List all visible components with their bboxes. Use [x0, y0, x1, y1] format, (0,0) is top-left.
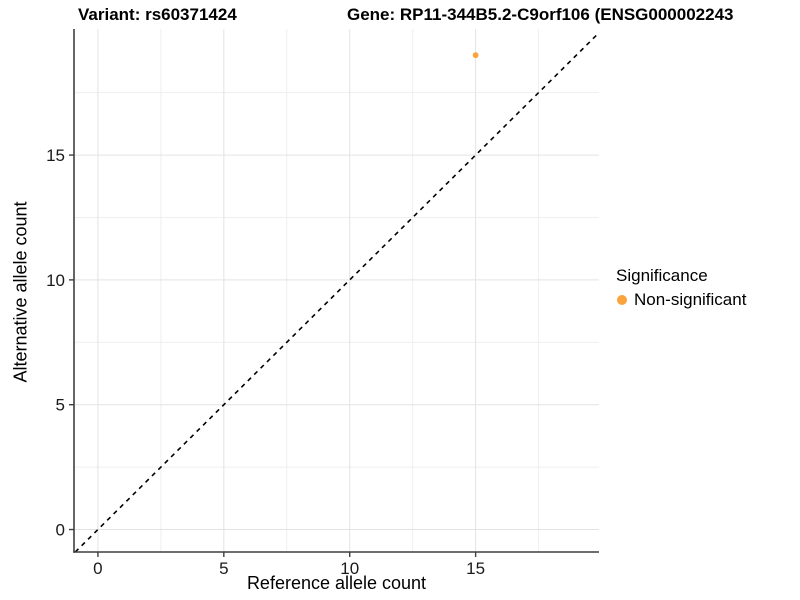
- x-axis-title: Reference allele count: [246, 573, 427, 593]
- plot-title-gene: Gene: RP11-344B5.2-C9orf106 (ENSG0000022…: [347, 5, 734, 24]
- plot-title-variant: Variant: rs60371424: [78, 5, 237, 24]
- legend-title: Significance: [616, 266, 708, 285]
- x-tick-label: 0: [93, 559, 102, 578]
- legend-entry-label: Non-significant: [634, 290, 747, 309]
- y-tick-label: 15: [46, 146, 65, 165]
- y-tick-label: 5: [56, 396, 65, 415]
- x-tick-label: 10: [340, 559, 359, 578]
- legend-point-icon: [617, 294, 627, 305]
- data-point: [472, 52, 479, 59]
- identity-reference-line: [74, 32, 600, 553]
- y-tick-label: 0: [56, 521, 65, 540]
- y-tick-label: 10: [46, 271, 65, 290]
- legend: Significance Non-significant: [616, 265, 746, 310]
- y-axis-title: Alternative allele count: [10, 201, 31, 383]
- x-tick-label: 15: [466, 559, 485, 578]
- legend-entry: Non-significant: [616, 289, 746, 310]
- x-tick-label: 5: [219, 559, 228, 578]
